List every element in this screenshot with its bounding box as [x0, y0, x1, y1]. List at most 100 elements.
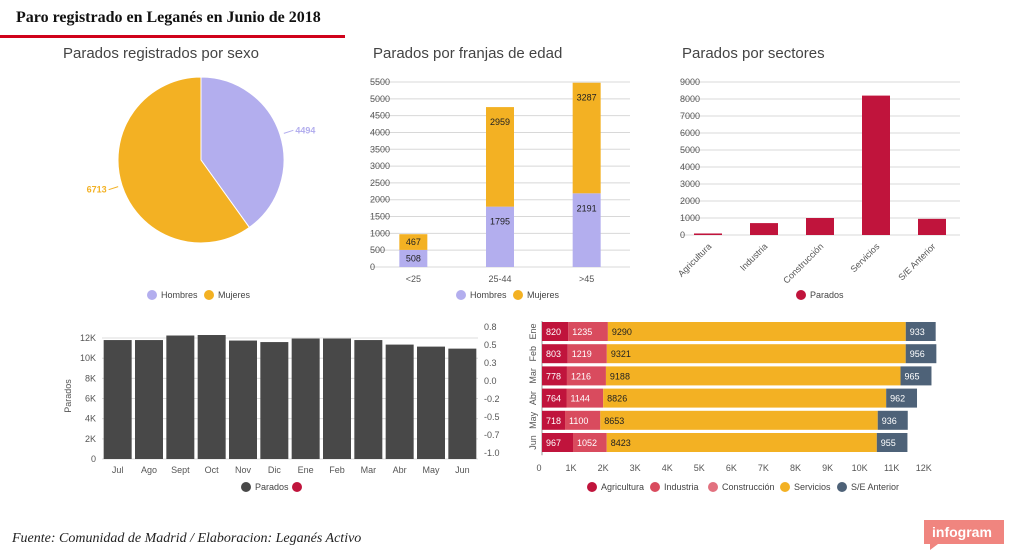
- pie-slice-mujeres: [117, 76, 251, 244]
- pie-value-hombres: 4494: [295, 125, 315, 135]
- monthly-legend-secondary-marker: [292, 482, 302, 492]
- age-bar-s1: [399, 234, 428, 250]
- page-title: Paro registrado en Leganés en Junio de 2…: [16, 9, 321, 26]
- age-bar-s0: [572, 193, 601, 267]
- sector-bar-s0: [750, 223, 778, 235]
- monthly-bar: [323, 338, 351, 459]
- monthly-y2tick: -0.2: [484, 394, 500, 404]
- monthly-y2tick: 0.5: [484, 340, 497, 350]
- sector-xtick: Construcción: [781, 241, 825, 285]
- hbar-legend-industria-label: Industria: [664, 482, 699, 492]
- pie-leader-hombres: [283, 129, 294, 134]
- monthly-y2tick: -1.0: [484, 448, 500, 458]
- sector-ytick: 4000: [680, 162, 700, 172]
- hbar-xtick: 1K: [566, 463, 577, 473]
- age-bar-s1: [572, 82, 601, 194]
- age-data-label: 3287: [577, 93, 597, 103]
- monthly-xtick: Ago: [141, 465, 157, 475]
- age-xtick: 25-44: [488, 274, 511, 284]
- pie-legend-hombres-marker: [147, 290, 157, 300]
- monthly-xtick: Mar: [361, 465, 377, 475]
- monthly-ytick: 2K: [85, 434, 96, 444]
- hbar-segment-seanterior: [877, 410, 908, 430]
- hbar-segment-servicios: [605, 366, 901, 386]
- hbar-segment-servicios: [600, 410, 878, 430]
- monthly-xtick: Jul: [112, 465, 124, 475]
- sector-ytick: 1000: [680, 213, 700, 223]
- age-ytick: 1500: [370, 212, 390, 222]
- monthly-legend-parados-label: Parados: [255, 482, 289, 492]
- hbar-segment-agricultura: [542, 344, 568, 364]
- age-data-label: 508: [406, 253, 421, 263]
- monthly-bar: [385, 344, 414, 459]
- monthly-bar: [260, 342, 289, 459]
- age-bar-s0: [399, 249, 428, 267]
- sector-bar-s0: [694, 233, 722, 235]
- age-data-label: 2191: [577, 203, 597, 213]
- sector-ytick: 2000: [680, 196, 700, 206]
- hbar-segment-industria: [566, 388, 604, 408]
- monthly-ytick: 10K: [80, 353, 96, 363]
- hbar-data-label: 718: [546, 416, 561, 426]
- monthly-xtick: Dic: [268, 465, 281, 475]
- hbar-segment-industria: [573, 433, 607, 452]
- monthly-xtick: May: [422, 465, 440, 475]
- age-ytick: 1000: [370, 228, 390, 238]
- hbar-ytick: Mar: [528, 368, 538, 384]
- hbar-data-label: 9188: [610, 371, 630, 381]
- hbar-xtick: 0: [536, 463, 541, 473]
- hbar-ytick: Jun: [528, 435, 538, 450]
- pie-legend-hombres-label: Hombres: [161, 290, 198, 300]
- hbar-segment-industria: [568, 322, 608, 341]
- hbar-segment-seanterior: [905, 344, 937, 364]
- hbar-legend-agricultura-label: Agricultura: [601, 482, 644, 492]
- monthly-legend-parados-marker: [241, 482, 251, 492]
- sector-xtick: S/E Anterior: [896, 241, 937, 282]
- hbar-legend-industria-marker: [650, 482, 660, 492]
- monthly-y2tick: -0.7: [484, 430, 500, 440]
- infogram-logo[interactable]: infogram: [924, 520, 1004, 550]
- sector-ytick: 8000: [680, 94, 700, 104]
- age-bar-s1: [486, 107, 514, 207]
- hbar-data-label: 8826: [607, 394, 627, 404]
- hbar-segment-industria: [566, 366, 606, 386]
- hbar-data-label: 8653: [604, 416, 624, 426]
- sector-xtick: Agricultura: [676, 241, 713, 278]
- age-legend-mujeres-label: Mujeres: [527, 290, 560, 300]
- age-bar-s0: [486, 206, 514, 267]
- sector-bar-s0: [918, 218, 946, 235]
- monthly-ytick: 12K: [80, 333, 96, 343]
- hbar-data-label: 936: [882, 416, 897, 426]
- hbar-data-label: 820: [546, 327, 561, 337]
- sector-xtick: Industria: [738, 241, 769, 272]
- age-legend-mujeres-marker: [513, 290, 523, 300]
- age-ytick: 500: [370, 245, 385, 255]
- age-xtick: >45: [579, 274, 594, 284]
- sector-bar-s0: [862, 95, 890, 235]
- hbar-segment-industria: [565, 410, 601, 430]
- hbar-segment-servicios: [606, 433, 877, 452]
- hbar-legend-construccin-marker: [708, 482, 718, 492]
- monthly-bar: [135, 340, 163, 459]
- hbar-segment-industria: [567, 344, 607, 364]
- hbar-xtick: 7K: [758, 463, 769, 473]
- hbar-segment-servicios: [607, 322, 906, 341]
- hbar-segment-agricultura: [542, 410, 566, 430]
- hbar-ytick: May: [528, 411, 538, 429]
- hbar-legend-seanterior-marker: [837, 482, 847, 492]
- monthly-y2tick: 0.0: [484, 376, 497, 386]
- age-ytick: 0: [370, 262, 375, 272]
- hbar-data-label: 9290: [612, 327, 632, 337]
- monthly-ytick: 4K: [85, 414, 96, 424]
- monthly-xtick: Sept: [171, 465, 190, 475]
- monthly-y2tick: 0.3: [484, 358, 497, 368]
- monthly-bar: [197, 335, 226, 459]
- hbar-xtick: 10K: [852, 463, 868, 473]
- monthly-bar: [166, 335, 195, 459]
- sector-legend-parados-marker: [796, 290, 806, 300]
- pie-leader-mujeres: [108, 186, 119, 191]
- monthly-bar: [291, 338, 320, 459]
- sector-legend-parados-label: Parados: [810, 290, 844, 300]
- monthly-ytick: 8K: [85, 373, 96, 383]
- hbar-xtick: 4K: [662, 463, 673, 473]
